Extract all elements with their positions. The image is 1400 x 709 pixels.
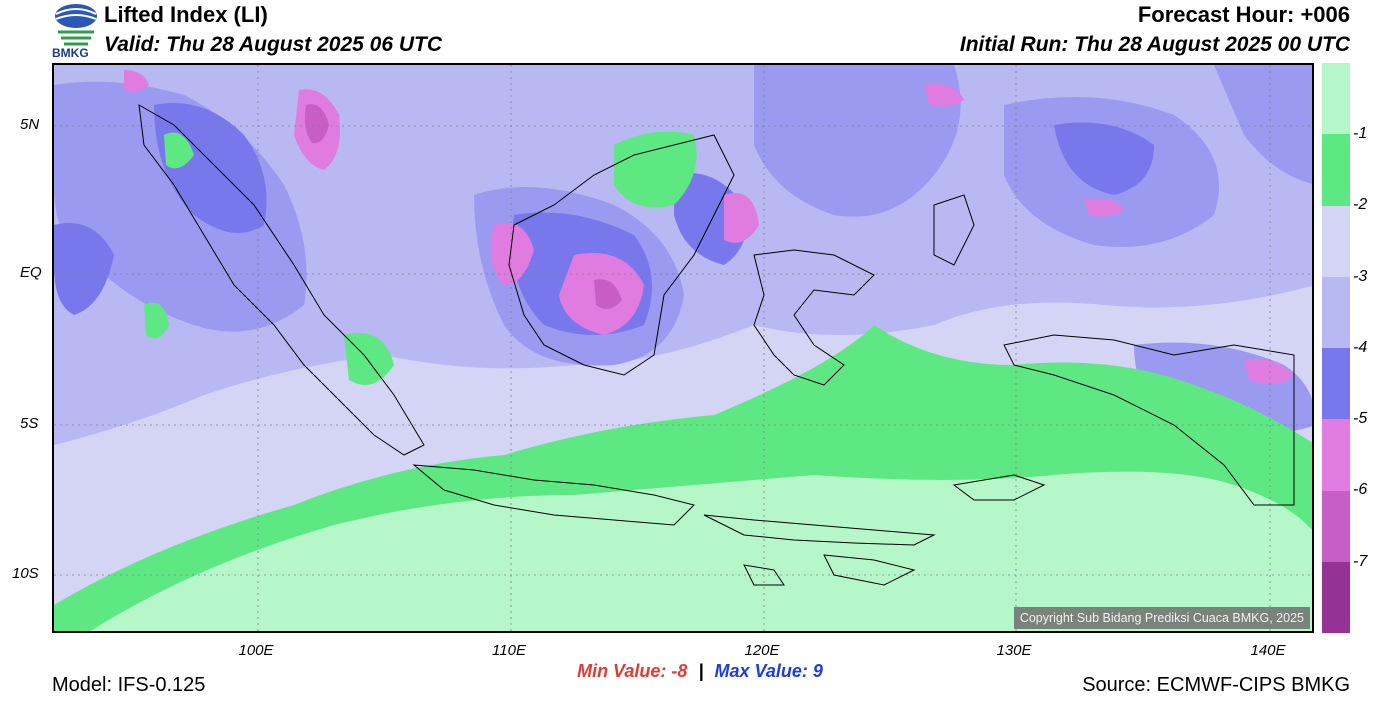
lon-label-120e: 120E [744,642,780,659]
graticule [54,65,1312,631]
colorbar-swatch [1322,490,1350,562]
lat-label-10s: 10S [12,565,39,582]
lon-label-140e: 140E [1250,642,1286,659]
map-panel: Copyright Sub Bidang Prediksi Cuaca BMKG… [52,63,1314,633]
colorbar-label: -7 [1353,553,1368,570]
coastlines [138,104,1295,586]
li-magenta-areas [304,104,622,309]
colorbar-label: -1 [1353,125,1368,142]
colorbar-swatch [1322,276,1350,348]
source-info: Source: ECMWF-CIPS BMKG [1082,674,1350,696]
colorbar-label: -2 [1353,196,1368,213]
lat-label-eq: EQ [20,264,42,281]
colorbar-label: -3 [1353,268,1368,285]
lat-label-5n: 5N [20,116,40,133]
copyright-note: Copyright Sub Bidang Prediksi Cuaca BMKG… [1013,607,1310,629]
forecast-hour: Forecast Hour: +006 [1137,2,1350,27]
colorbar-swatch [1322,348,1350,420]
colorbar-label: -5 [1353,410,1368,427]
chart-title: Lifted Index (LI) [104,2,268,27]
min-value: -8 [671,661,688,681]
colorbar-swatch [1322,205,1350,277]
max-value: 9 [812,661,823,681]
lon-label-130e: 130E [996,642,1032,659]
bmkg-logo-icon [55,4,97,46]
logo-text: BMKG [52,46,89,60]
max-label: Max Value: [714,661,808,681]
colorbar-swatch [1322,134,1350,206]
colorbar-swatch [1322,419,1350,491]
lon-label-110e: 110E [492,642,526,659]
lat-label-5s: 5S [20,415,39,432]
min-max-separator: | [698,661,704,681]
valid-time: Valid: Thu 28 August 2025 06 UTC [104,33,443,56]
lifted-index-map [54,65,1312,631]
min-max-values: Min Value: -8 | Max Value: 9 [577,661,823,682]
colorbar [1322,63,1350,633]
colorbar-swatch [1322,63,1350,135]
min-label: Min Value: [577,661,667,681]
colorbar-label: -6 [1353,481,1368,498]
colorbar-swatch [1322,561,1350,633]
initial-run: Initial Run: Thu 28 August 2025 00 UTC [959,33,1350,56]
colorbar-label: -4 [1353,339,1368,356]
lon-label-100e: 100E [238,642,274,659]
model-info: Model: IFS-0.125 [52,674,206,696]
li-light-green-areas [90,471,1312,631]
